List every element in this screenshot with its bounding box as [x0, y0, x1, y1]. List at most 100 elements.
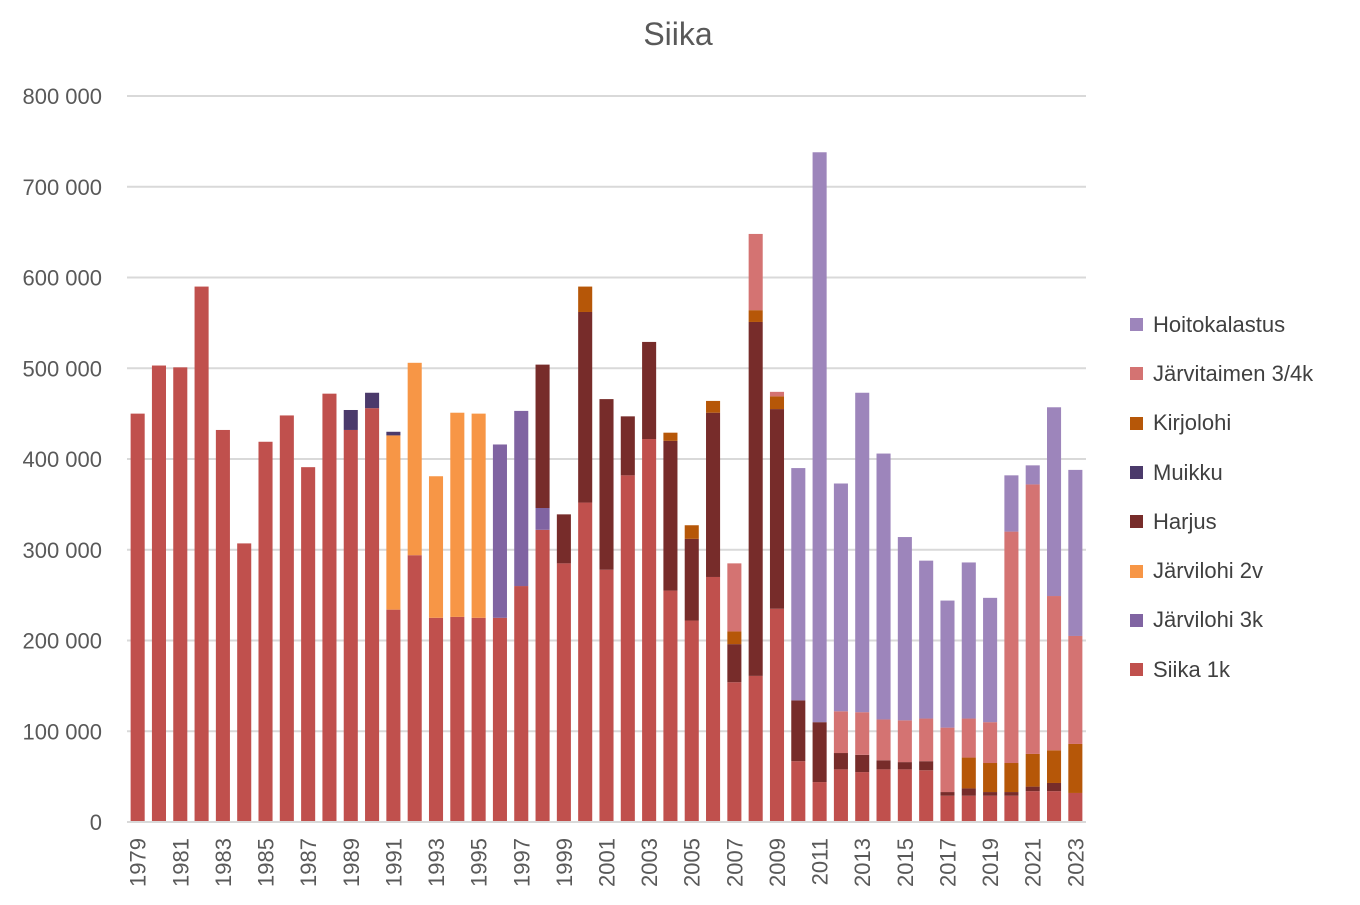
bar-segment: [876, 760, 891, 770]
bar-segment: [1068, 792, 1083, 822]
bar-segment: [812, 722, 827, 783]
bar-segment: [386, 431, 401, 436]
bar-segment: [791, 700, 806, 762]
x-tick-label: 2019: [978, 838, 1003, 887]
bar-segment: [940, 792, 955, 796]
bar-segment: [173, 367, 188, 822]
bar-segment: [194, 286, 209, 822]
bar-segment: [471, 413, 486, 618]
bar-segment: [343, 429, 358, 822]
bar-segment: [961, 562, 976, 719]
bar-segment: [897, 762, 912, 770]
bar-segment: [642, 341, 657, 440]
chart-title: Siika: [643, 16, 713, 52]
bar-segment: [556, 514, 571, 564]
bar-segment: [1047, 596, 1062, 751]
bar-segment: [897, 537, 912, 721]
bar-segment: [983, 792, 998, 796]
bar-segment: [386, 609, 401, 822]
legend-item: Muikku: [1130, 448, 1313, 497]
bar-segment: [578, 311, 593, 503]
bar-segment: [727, 682, 742, 822]
x-tick-label: 1983: [211, 838, 236, 887]
bar-segment: [258, 441, 273, 822]
bar-segment: [535, 364, 550, 509]
x-tick-label: 1991: [381, 838, 406, 887]
bar-segment: [1047, 750, 1062, 783]
bar-segment: [897, 720, 912, 763]
bar-segment: [1047, 791, 1062, 822]
bar-segment: [471, 617, 486, 822]
x-tick-label: 2003: [637, 838, 662, 887]
bar-segment: [919, 761, 934, 771]
y-tick-label: 600 000: [22, 266, 102, 291]
y-tick-label: 200 000: [22, 629, 102, 654]
bar-segment: [769, 396, 785, 410]
bar-segment: [1068, 635, 1083, 744]
bar-segment: [706, 412, 721, 577]
bar-segment: [855, 392, 870, 713]
bar-segment: [492, 617, 507, 822]
legend-swatch: [1130, 367, 1143, 381]
bar-segment: [1068, 469, 1083, 636]
y-tick-label: 300 000: [22, 538, 102, 563]
legend-swatch: [1130, 663, 1143, 677]
x-tick-label: 2013: [850, 838, 875, 887]
bar-segment: [876, 453, 891, 720]
bar-segment: [535, 529, 550, 822]
bar-segment: [535, 508, 550, 530]
bar-segment: [1004, 792, 1019, 796]
y-tick-label: 400 000: [22, 447, 102, 472]
bar-segment: [599, 569, 614, 822]
x-tick-label: 1995: [467, 838, 492, 887]
bar-segment: [684, 538, 699, 621]
bar-segment: [919, 718, 934, 762]
x-tick-label: 1989: [339, 838, 364, 887]
bar-segment: [684, 525, 699, 539]
bar-segment: [450, 412, 465, 617]
x-tick-label: 2017: [935, 838, 960, 887]
bar-segment: [365, 408, 380, 822]
bar-segment: [855, 772, 870, 822]
bar-segment: [983, 763, 998, 793]
legend-label: Muikku: [1153, 459, 1223, 485]
legend-item: Hoitokalastus: [1130, 300, 1313, 349]
y-axis-labels: 0 100 000 200 000 300 000 400 000 500 000 600 …: [22, 84, 102, 835]
bar-segment: [599, 399, 614, 570]
x-tick-label: 1999: [552, 838, 577, 887]
bar-segment: [983, 795, 998, 822]
bar-segment: [876, 769, 891, 822]
legend-swatch: [1130, 613, 1143, 627]
bar-segment: [237, 543, 252, 822]
bar-segment: [983, 597, 998, 723]
y-tick-label: 800 000: [22, 84, 102, 109]
y-tick-label: 700 000: [22, 175, 102, 200]
bar-segment: [727, 631, 742, 645]
x-tick-label: 1987: [296, 838, 321, 887]
legend-label: Harjus: [1153, 508, 1217, 534]
legend-swatch: [1130, 416, 1143, 430]
bar-segment: [791, 468, 806, 701]
bar-segment: [301, 467, 316, 822]
bar-segment: [769, 391, 785, 397]
bar-segment: [578, 286, 593, 312]
bar-segment: [1025, 786, 1040, 792]
bar-segment: [961, 795, 976, 822]
bar-segment: [279, 415, 294, 822]
y-tick-label: 100 000: [22, 719, 102, 744]
legend-label: Järvilohi 2v: [1153, 558, 1264, 584]
x-tick-label: 2015: [893, 838, 918, 887]
bar-segment: [428, 617, 444, 822]
bar-segment: [876, 719, 891, 761]
bar-segment: [450, 616, 465, 822]
x-tick-label: 1981: [168, 838, 193, 887]
bar-segment: [961, 757, 976, 789]
bar-segment: [706, 400, 721, 413]
bar-segment: [855, 712, 870, 755]
bars: [130, 152, 1083, 822]
x-tick-label: 2011: [808, 838, 833, 885]
bar-segment: [514, 586, 529, 822]
bar-segment: [1025, 791, 1040, 822]
bar-segment: [769, 608, 785, 822]
legend-label: Järvilohi 3k: [1153, 607, 1264, 633]
